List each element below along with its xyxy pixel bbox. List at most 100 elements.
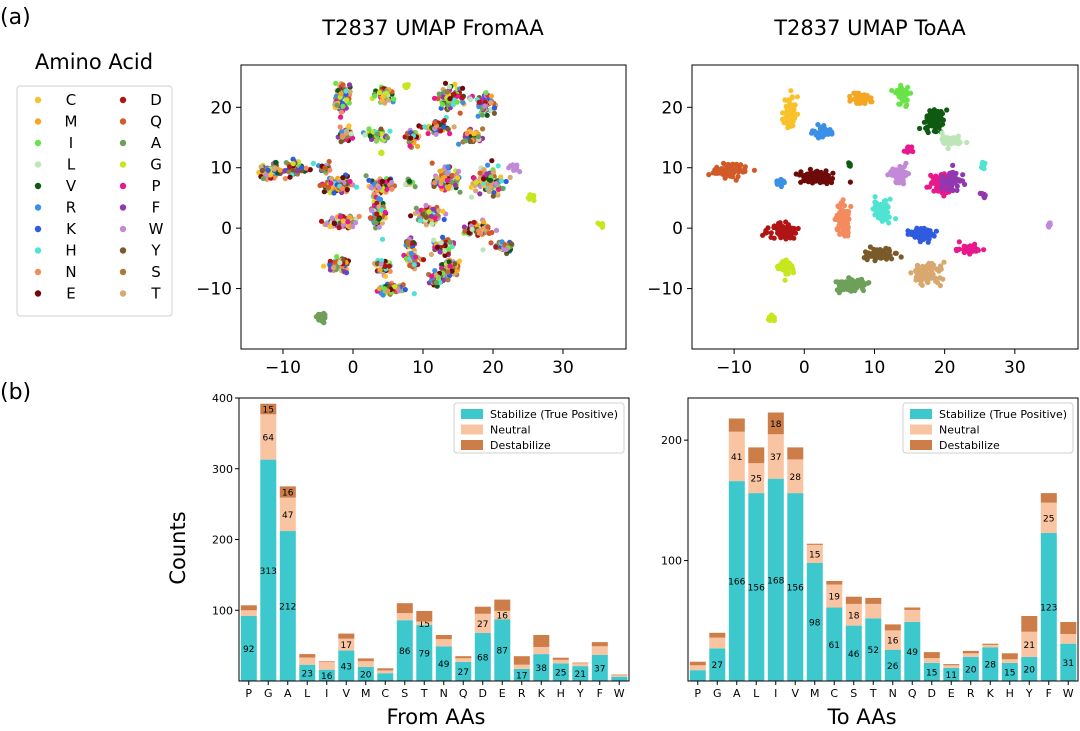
scatter-point (446, 246, 452, 252)
bar-A-destabilize (728, 418, 745, 432)
scatter-point (469, 226, 475, 232)
legend-label-Y: Y (150, 242, 161, 260)
scatter-point (378, 126, 384, 132)
scatter-point (445, 164, 451, 170)
scatter-point (430, 206, 436, 212)
scatter-point (437, 168, 443, 174)
bar-value-label: 27 (458, 668, 469, 678)
scatter-point (725, 161, 732, 168)
scatter-point (861, 94, 867, 100)
scatter-point (783, 257, 789, 263)
scatter-point (457, 110, 463, 116)
scatter-point (405, 239, 411, 245)
bar-value-label: 41 (731, 453, 742, 463)
scatter-point (918, 228, 924, 234)
bar-value-label: 15 (263, 406, 274, 416)
bar-value-label: 15 (419, 620, 430, 630)
bar-Q-destabilize (904, 607, 921, 610)
bar-Y-stabilize (1021, 656, 1038, 681)
scatter-point (856, 92, 862, 99)
bar-value-label: 38 (536, 664, 548, 674)
bar-C-stabilize (377, 673, 394, 681)
scatter-point (389, 179, 395, 186)
scatter-point (429, 160, 435, 166)
scatter-point (318, 218, 325, 224)
scatter-point (408, 213, 414, 219)
x-tick-label-D: D (479, 687, 487, 700)
scatter-from-title: T2837 UMAP FromAA (321, 16, 544, 40)
scatter-point (499, 178, 505, 184)
scatter-point (836, 290, 842, 296)
bar-legend-box (453, 402, 625, 454)
bar-value-label: 49 (438, 660, 450, 670)
scatter-point (473, 180, 479, 186)
scatter-point (495, 192, 501, 198)
scatter-point (436, 91, 442, 97)
scatter-point (825, 173, 832, 179)
scatter-point (413, 205, 419, 211)
x-tick-label-H: H (1006, 687, 1014, 700)
scatter-point (331, 220, 337, 226)
bar-P-stabilize (689, 670, 706, 681)
scatter-point (795, 225, 801, 232)
x-tick-label-Q: Q (459, 687, 468, 700)
x-tick-label-V: V (791, 687, 799, 700)
bar-Q-neutral (904, 609, 921, 622)
bar-value-label: 68 (477, 653, 489, 663)
bar-to-xlabel: To AAs (826, 705, 896, 729)
scatter-point (338, 91, 344, 97)
scatter-point (843, 227, 850, 233)
bar-F-destabilize (591, 642, 608, 647)
bar-Q-stabilize (455, 661, 472, 681)
bar-M-neutral (357, 661, 374, 667)
bar-value-label: 43 (341, 662, 352, 672)
bar-legend: Stabilize (True Positive) Neutral Destabil… (902, 402, 1074, 454)
bar-H-stabilize (1001, 662, 1018, 681)
scatter-point (307, 167, 313, 173)
bar-value-label: 26 (887, 662, 899, 672)
scatter-point (429, 273, 435, 279)
scatter-point (454, 175, 461, 181)
x-tick-label-V: V (342, 687, 350, 700)
scatter-point (343, 130, 349, 136)
scatter-point (434, 175, 440, 181)
scatter-point (493, 244, 499, 250)
y-tick-label: −10 (647, 280, 683, 300)
scatter-point (376, 185, 383, 191)
legend-marker-S (119, 268, 127, 276)
scatter-point (886, 220, 892, 226)
scatter-point (273, 160, 279, 166)
scatter-point (428, 213, 434, 219)
scatter-point (889, 87, 895, 94)
scatter-point (486, 188, 492, 194)
scatter-point (841, 232, 848, 238)
x-tick-label: 30 (552, 358, 574, 378)
x-tick-label: −10 (716, 358, 752, 378)
scatter-point (961, 243, 967, 249)
scatter-point (440, 234, 446, 240)
legend-marker-H (34, 247, 42, 254)
scatter-point (830, 170, 836, 176)
legend-label-L: L (67, 156, 76, 174)
scatter-point (919, 232, 925, 238)
scatter-point (337, 214, 343, 220)
bar-value-label: 18 (848, 611, 860, 621)
scatter-point (457, 189, 463, 195)
scatter-point (380, 93, 386, 100)
x-tick-label: 10 (864, 358, 886, 378)
bar-value-label: 15 (809, 551, 820, 561)
scatter-point (892, 216, 899, 222)
scatter-point (857, 277, 864, 283)
legend-marker-E (34, 290, 42, 297)
scatter-point (423, 214, 429, 220)
scatter-point (771, 223, 777, 229)
scatter-point (877, 255, 884, 261)
scatter-point (451, 124, 457, 130)
scatter-point (832, 216, 838, 222)
bar-value-label: 16 (282, 489, 294, 499)
scatter-point (411, 262, 417, 268)
bar-value-label: 25 (1043, 514, 1054, 524)
scatter-point (328, 175, 335, 182)
scatter-point (925, 129, 931, 136)
scatter-point (263, 172, 269, 178)
